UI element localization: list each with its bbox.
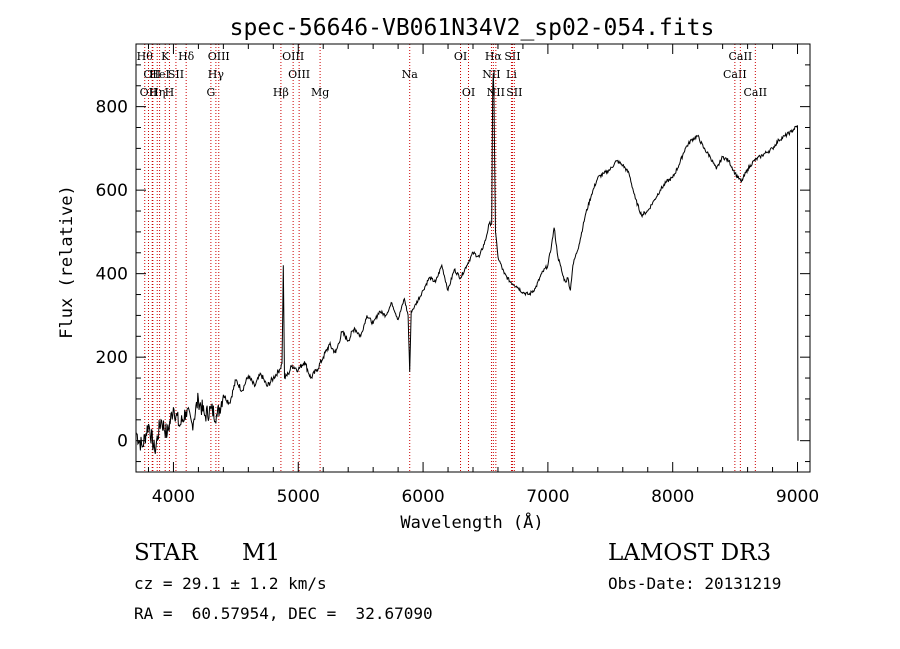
spectral-line-label: Na [402, 68, 419, 81]
y-tick-label: 600 [96, 181, 128, 201]
spectral-line-label: OI [454, 50, 467, 63]
x-tick-label: 9000 [776, 487, 819, 507]
spectral-line-label: NII [482, 68, 500, 81]
spectral-line-label: OIII [288, 68, 310, 81]
chart-title: spec-56646-VB061N34V2_sp02-054.fits [230, 15, 715, 41]
x-tick-label: 4000 [152, 487, 195, 507]
y-axis-label: Flux (relative) [57, 185, 77, 339]
object-class: STAR [134, 540, 198, 566]
axis-ticks: 4000 5000 6000 7000 8000 9000 0 200 400 600 800 [96, 43, 819, 507]
object-subclass: M1 [242, 540, 281, 566]
spectrum-line [135, 73, 799, 454]
spectral-line-label: Hδ [178, 50, 195, 63]
spectral-line-label: HeI [149, 68, 169, 81]
spectral-line-label: SII [506, 86, 522, 99]
x-tick-label: 7000 [526, 487, 569, 507]
spectral-line-label: CaII [723, 68, 747, 81]
spectral-line-label: Hγ [208, 68, 225, 81]
plot-frame [135, 43, 811, 473]
redshift-text: cz = 29.1 ± 1.2 km/s [134, 574, 327, 593]
y-tick-label: 800 [96, 98, 128, 118]
x-axis-label: Wavelength (Å) [400, 511, 543, 533]
spectral-line-label: OI [462, 86, 475, 99]
y-tick-label: 0 [117, 432, 128, 452]
spectral-line-label: Hθ [137, 50, 154, 63]
obs-date-text: Obs-Date: 20131219 [608, 574, 782, 593]
y-tick-label: 400 [96, 265, 128, 285]
x-tick-label: 6000 [401, 487, 444, 507]
spectral-line-label: OII [143, 68, 161, 81]
y-tick-label: 200 [96, 348, 128, 368]
spectral-line-label: OIII [282, 50, 304, 63]
spectral-line-label: SII [504, 50, 520, 63]
spectral-line-label: G [206, 86, 215, 99]
spectral-line-label: CaII [729, 50, 753, 63]
spectral-line-markers: HθOIIOIIHηHeIKHSIIHδGHγOIIIHβOIIIOIIIMgN… [137, 44, 767, 472]
spectral-line-label: OIII [208, 50, 230, 63]
spectral-line-label: Hα [485, 50, 503, 63]
spectral-line-label: Hη [149, 86, 165, 99]
spectral-line-label: H [165, 86, 175, 99]
spectral-line-label: Mg [311, 86, 329, 99]
spectral-line-label: CaII [743, 86, 767, 99]
spectral-line-label: Li [506, 68, 517, 81]
coordinates-text: RA = 60.57954, DEC = 32.67090 [134, 604, 433, 623]
spectral-line-label: NII [487, 86, 505, 99]
spectral-line-label: Hβ [273, 86, 289, 99]
spectral-line-label: K [161, 50, 170, 63]
x-tick-label: 8000 [651, 487, 694, 507]
x-tick-label: 5000 [277, 487, 320, 507]
spectral-line-label: SII [168, 68, 184, 81]
survey-name: LAMOST DR3 [608, 540, 772, 566]
